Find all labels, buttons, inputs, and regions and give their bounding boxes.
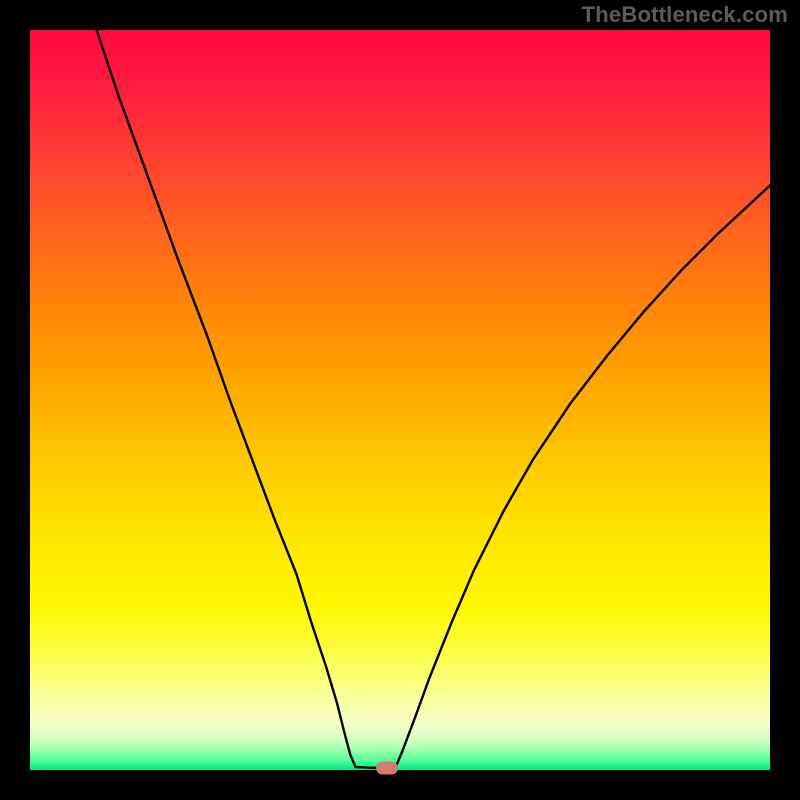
bottleneck-curve-chart [30, 30, 770, 770]
optimal-point-marker [376, 761, 398, 774]
plot-area [30, 30, 770, 770]
chart-container: { "watermark": "TheBottleneck.com", "cha… [0, 0, 800, 800]
gradient-background [30, 30, 770, 770]
watermark-text: TheBottleneck.com [582, 2, 788, 28]
